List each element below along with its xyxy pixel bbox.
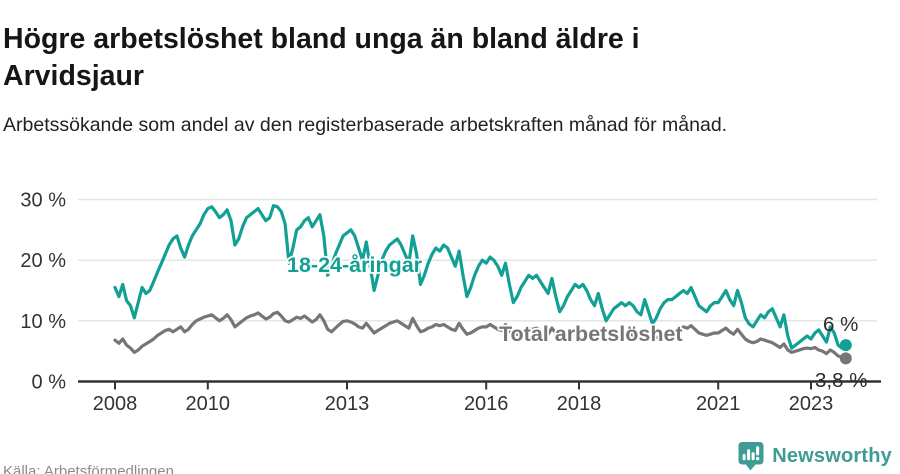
x-tick-label-2018: 2018 xyxy=(557,393,602,415)
page-subtitle: Arbetssökande som andel av den registerb… xyxy=(3,113,728,136)
brand-lockup: Newsworthy xyxy=(737,441,892,471)
x-tick-label-2013: 2013 xyxy=(325,393,370,415)
x-tick-label-2010: 2010 xyxy=(186,393,231,415)
y-tick-label-30: 30 % xyxy=(20,189,66,211)
series-line-Total arbetslöshet xyxy=(113,310,848,360)
end-value-label-18-24-åringar: 6 % xyxy=(823,313,858,336)
series-end-dot-Total arbetslöshet xyxy=(839,352,852,365)
series-line-18-24-åringar xyxy=(113,204,848,350)
x-tick-label-2008: 2008 xyxy=(93,393,138,415)
brand-name: Newsworthy xyxy=(772,444,892,467)
series-end-dot-18-24-åringar xyxy=(839,339,852,352)
chart-labels: 0 % 10 % 20 % 30 % 2008 2010 2013 2016 2018 2021 2… xyxy=(20,189,867,415)
y-tick-label-20: 20 % xyxy=(20,250,66,272)
end-value-label-Total arbetslöshet: 3,8 % xyxy=(815,369,867,392)
x-axis xyxy=(78,380,881,390)
x-tick-label-2021: 2021 xyxy=(696,393,741,415)
page-title: Högre arbetslöshet bland unga än bland ä… xyxy=(3,23,640,92)
gridlines xyxy=(78,198,877,322)
y-tick-label-0: 0 % xyxy=(32,372,67,394)
x-tick-label-2016: 2016 xyxy=(464,393,509,415)
series-label-18-24-åringar: 18-24-åringar xyxy=(287,253,423,277)
y-tick-label-10: 10 % xyxy=(20,311,66,333)
series-label-Total arbetslöshet: Total arbetslöshet xyxy=(499,322,683,346)
data-series xyxy=(113,204,852,365)
source-credit: Källa: Arbetsförmedlingen xyxy=(3,463,174,474)
newsworthy-logo-icon xyxy=(738,442,764,471)
x-tick-label-2023: 2023 xyxy=(789,393,834,415)
